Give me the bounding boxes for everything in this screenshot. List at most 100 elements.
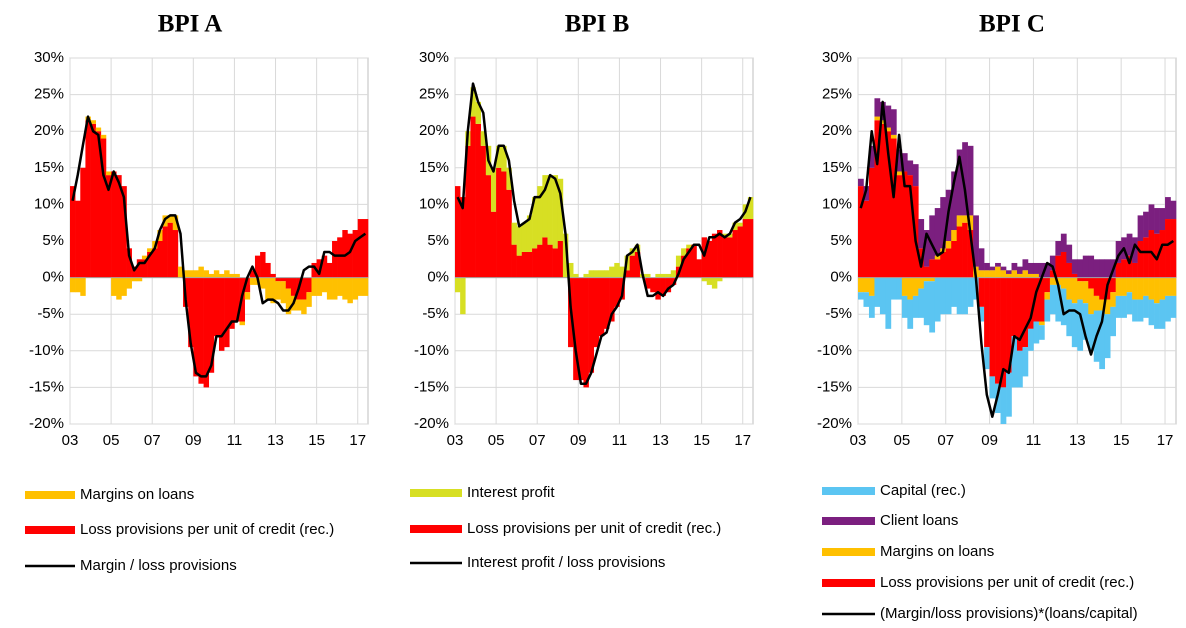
bar-segment: [1000, 387, 1007, 424]
bar-segment: [147, 251, 153, 278]
bar-segment: [650, 277, 656, 293]
bar-segment: [989, 266, 996, 271]
bar-segment: [1017, 277, 1023, 351]
bar-segment: [727, 233, 733, 238]
y-tick-label: 30%: [822, 49, 852, 66]
bar-segment: [526, 251, 533, 278]
bar-segment: [1066, 262, 1073, 278]
bar-segment: [583, 277, 589, 388]
bar-segment: [660, 277, 666, 296]
bar-segment: [967, 277, 974, 307]
bar-segment: [696, 259, 702, 278]
x-tick-label: 13: [267, 432, 284, 449]
bar-segment: [460, 277, 466, 315]
bar-segment: [1060, 288, 1067, 326]
bar-segment: [121, 277, 127, 296]
bar-segment: [1165, 219, 1171, 278]
bar-segment: [1132, 237, 1138, 263]
bar-segment: [598, 270, 605, 278]
bar-segment: [588, 270, 595, 278]
bar-segment: [912, 295, 919, 318]
bar-segment: [940, 197, 947, 249]
bar-segment: [70, 277, 76, 293]
bar-segment: [907, 277, 914, 300]
bar-segment: [962, 222, 968, 278]
y-tick-label: 5%: [427, 232, 449, 249]
bar-segment: [1038, 277, 1045, 322]
chart-title: BPI A: [158, 11, 223, 38]
bar-segment: [1077, 259, 1084, 278]
legend-swatch: [822, 579, 875, 587]
bar-segment: [645, 277, 651, 289]
bar-segment: [1049, 255, 1056, 271]
bar-segment: [306, 277, 312, 293]
bar-segment: [1093, 277, 1100, 296]
bar-segment: [956, 277, 963, 315]
bar-segment: [1060, 251, 1067, 278]
bar-segment: [537, 244, 543, 278]
legend-label: (Margin/loss provisions)*(loans/capital): [880, 605, 1138, 622]
bar-segment: [675, 255, 682, 267]
bar-segment: [332, 241, 338, 278]
x-tick-label: 05: [894, 432, 911, 449]
x-tick-label: 09: [570, 432, 587, 449]
bar-segment: [475, 101, 481, 124]
bar-segment: [131, 277, 138, 282]
bar-segment: [1011, 277, 1018, 337]
bar-segment: [634, 251, 641, 278]
bar-segment: [858, 178, 864, 187]
legend-label: Loss provisions per unit of credit (rec.…: [467, 520, 721, 537]
bar-segment: [995, 277, 1001, 384]
x-tick-label: 17: [1157, 432, 1174, 449]
bar-segment: [193, 277, 199, 377]
legend-label: Loss provisions per unit of credit (rec.…: [80, 521, 334, 538]
bar-segment: [1027, 273, 1034, 278]
bar-segment: [121, 186, 127, 278]
bar-segment: [301, 277, 307, 300]
x-tick-label: 03: [447, 432, 464, 449]
y-tick-label: 25%: [822, 86, 852, 103]
bar-segment: [100, 138, 107, 278]
bar-segment: [362, 277, 369, 296]
bar-segment: [326, 277, 333, 300]
y-tick-label: 15%: [34, 159, 64, 176]
bar-segment: [296, 299, 302, 311]
bar-segment: [1000, 277, 1007, 388]
bar-segment: [711, 277, 718, 289]
x-tick-label: 13: [1069, 432, 1086, 449]
bar-segment: [1143, 277, 1149, 296]
bar-segment: [629, 255, 636, 278]
bar-segment: [1132, 299, 1138, 322]
bar-segment: [984, 270, 990, 278]
bar-segment: [224, 277, 230, 348]
bar-segment: [172, 215, 179, 231]
bar-segment: [681, 248, 687, 256]
bar-segment: [1006, 273, 1012, 278]
x-tick-label: 09: [185, 432, 202, 449]
bar-segment: [506, 167, 512, 190]
bar-segment: [75, 277, 81, 293]
y-tick-label: -10%: [414, 342, 449, 359]
bar-segment: [532, 197, 538, 249]
bar-segment: [219, 277, 225, 351]
bar-segment: [1000, 266, 1007, 271]
bar-segment: [552, 248, 559, 278]
bar-segment: [879, 123, 886, 278]
bar-segment: [1148, 277, 1155, 300]
x-tick-label: 03: [62, 432, 79, 449]
bar-segment: [923, 266, 930, 278]
bar-segment: [547, 244, 553, 278]
bar-segment: [362, 219, 369, 278]
bar-segment: [868, 145, 875, 168]
chart-title: BPI B: [565, 11, 630, 38]
bar-segment: [342, 230, 348, 278]
bar-segment: [95, 127, 102, 132]
bar-segment: [244, 292, 251, 300]
bar-segment: [188, 270, 194, 278]
bar-segment: [1006, 277, 1012, 373]
bar-segment: [670, 277, 677, 285]
bar-segment: [1165, 277, 1171, 296]
bar-segment: [80, 167, 86, 278]
bar-segment: [967, 145, 974, 216]
